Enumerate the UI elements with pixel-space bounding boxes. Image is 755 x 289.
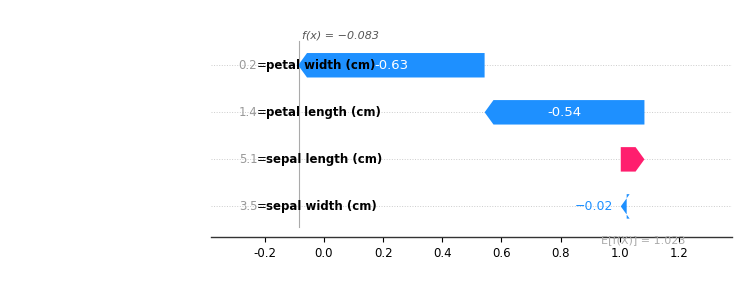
Text: 5.1: 5.1: [239, 153, 257, 166]
Polygon shape: [298, 53, 485, 77]
Text: 1.4: 1.4: [239, 106, 257, 119]
Text: petal width (cm): petal width (cm): [267, 59, 375, 72]
Text: f(x) = −0.083: f(x) = −0.083: [302, 31, 379, 41]
Text: =: =: [257, 200, 267, 213]
Text: 0.2: 0.2: [239, 59, 257, 72]
Text: sepal length (cm): sepal length (cm): [267, 153, 383, 166]
Text: -0.63: -0.63: [374, 59, 408, 72]
Polygon shape: [621, 147, 645, 172]
Text: -0.54: -0.54: [547, 106, 581, 119]
Text: petal length (cm): petal length (cm): [267, 106, 381, 119]
Text: =: =: [257, 59, 267, 72]
Text: =: =: [257, 106, 267, 119]
Text: 3.5: 3.5: [239, 200, 257, 213]
Text: E[f(X)] = 1.023: E[f(X)] = 1.023: [601, 236, 685, 246]
Polygon shape: [621, 194, 630, 219]
Text: −0.02: −0.02: [575, 200, 613, 213]
Text: sepal width (cm): sepal width (cm): [267, 200, 377, 213]
Polygon shape: [485, 100, 645, 125]
Text: =: =: [257, 153, 267, 166]
